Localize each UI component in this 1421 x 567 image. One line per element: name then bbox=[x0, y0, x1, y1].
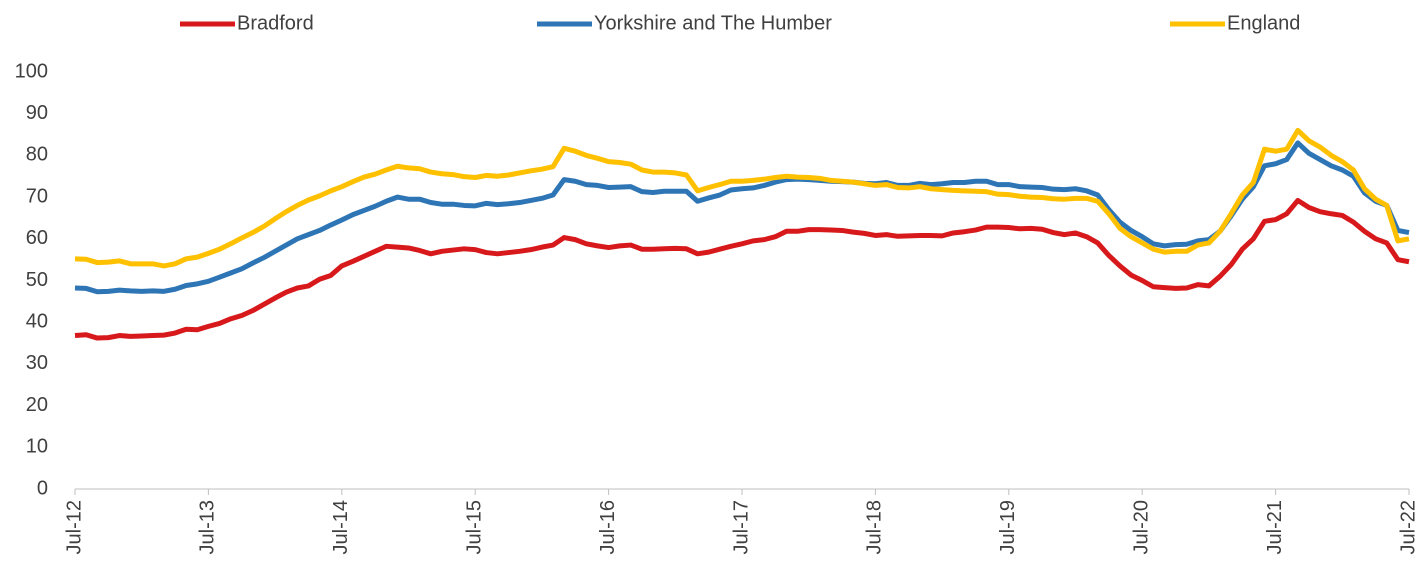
x-tick-label: Jul-15 bbox=[463, 500, 485, 554]
y-tick-label: 80 bbox=[26, 144, 48, 166]
x-tick-label: Jul-19 bbox=[997, 500, 1019, 554]
y-tick-label: 90 bbox=[26, 102, 48, 124]
legend-label: England bbox=[1227, 12, 1300, 34]
x-tick-label: Jul-22 bbox=[1397, 500, 1419, 554]
x-tick-label: Jul-14 bbox=[330, 500, 352, 554]
x-tick-label: Jul-21 bbox=[1264, 500, 1286, 554]
y-tick-label: 10 bbox=[26, 436, 48, 458]
series-line bbox=[74, 197, 1410, 341]
x-tick-label: Jul-12 bbox=[63, 500, 85, 554]
x-tick-label: Jul-20 bbox=[1130, 500, 1152, 554]
y-tick-label: 100 bbox=[15, 60, 48, 82]
series-line bbox=[74, 140, 1410, 295]
y-tick-label: 20 bbox=[26, 394, 48, 416]
y-tick-label: 0 bbox=[37, 477, 48, 499]
x-tick-label: Jul-17 bbox=[730, 500, 752, 554]
x-tick-label: Jul-18 bbox=[864, 500, 886, 554]
series-line bbox=[74, 127, 1410, 269]
y-tick-label: 30 bbox=[26, 352, 48, 374]
y-tick-label: 60 bbox=[26, 227, 48, 249]
y-tick-label: 40 bbox=[26, 310, 48, 332]
y-tick-label: 70 bbox=[26, 185, 48, 207]
x-tick-label: Jul-16 bbox=[597, 500, 619, 554]
legend-label: Yorkshire and The Humber bbox=[594, 12, 832, 34]
y-tick-label: 50 bbox=[26, 269, 48, 291]
legend-label: Bradford bbox=[237, 12, 314, 34]
x-tick-label: Jul-13 bbox=[197, 500, 219, 554]
